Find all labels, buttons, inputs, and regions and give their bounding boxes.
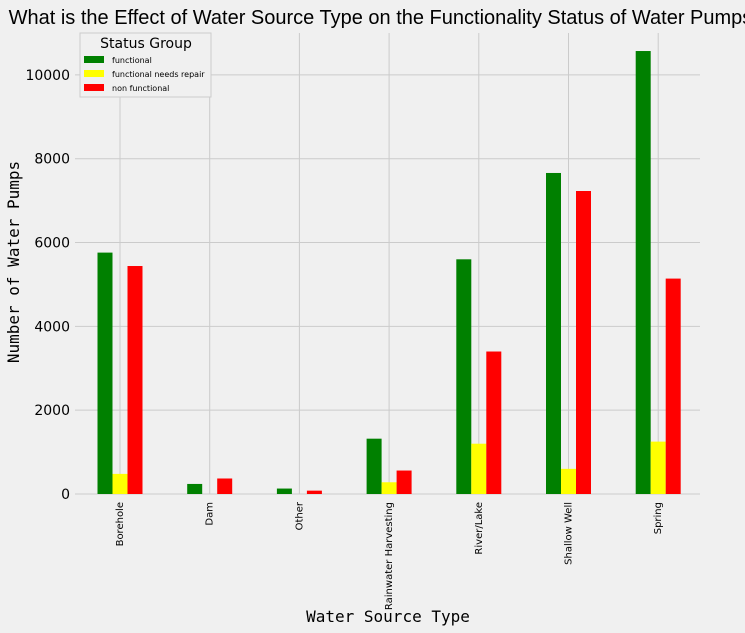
y-axis-label: Number of Water Pumps (4, 161, 23, 363)
bar (127, 266, 143, 494)
bar (650, 441, 666, 494)
legend-title: Status Group (100, 36, 192, 52)
ticks-layer: 0 2000 4000 6000 8000 10000 Borehole Dam Other Ra… (25, 68, 664, 610)
bar (187, 483, 203, 494)
bar (112, 473, 128, 494)
bar (381, 482, 397, 494)
y-tick-label: 4000 (34, 319, 70, 335)
bar (561, 468, 576, 494)
legend: Status Group functional functional needs … (79, 32, 212, 98)
y-tick-label: 10000 (25, 68, 70, 84)
bar (635, 51, 651, 495)
bar (217, 478, 233, 494)
legend-items: functional functional needs repair non fun… (84, 56, 205, 93)
bar (471, 443, 487, 494)
y-tick-label: 0 (61, 487, 70, 503)
legend-swatch (84, 84, 104, 91)
bars-layer (97, 51, 681, 495)
bar (306, 490, 322, 494)
x-tick-label: Other (294, 501, 305, 530)
x-tick-label: Rainwater Harvesting (384, 502, 395, 610)
x-axis-label: Water Source Type (306, 607, 470, 626)
y-tick-label: 2000 (34, 403, 70, 419)
bar (396, 470, 412, 494)
y-tick-label: 8000 (34, 152, 70, 168)
x-tick-label: Borehole (115, 502, 126, 546)
bar (486, 351, 502, 494)
bar (97, 252, 113, 494)
bar (276, 488, 292, 494)
x-tick-label: Dam (205, 502, 216, 526)
x-tick-label: Spring (653, 502, 664, 534)
chart-title: What is the Effect of Water Source Type … (9, 7, 745, 29)
bar (456, 259, 472, 494)
legend-label: functional (112, 56, 152, 65)
grid-layer (75, 33, 700, 495)
bar (665, 278, 681, 494)
bar (366, 438, 382, 494)
legend-swatch (84, 56, 104, 63)
x-tick-label: River/Lake (474, 502, 485, 555)
x-tick-label: Shallow Well (564, 502, 575, 565)
y-tick-label: 6000 (34, 236, 70, 252)
bar (576, 190, 591, 495)
bar (546, 172, 561, 494)
legend-label: non functional (112, 84, 169, 93)
legend-swatch (84, 70, 104, 77)
legend-label: functional needs repair (112, 70, 205, 79)
